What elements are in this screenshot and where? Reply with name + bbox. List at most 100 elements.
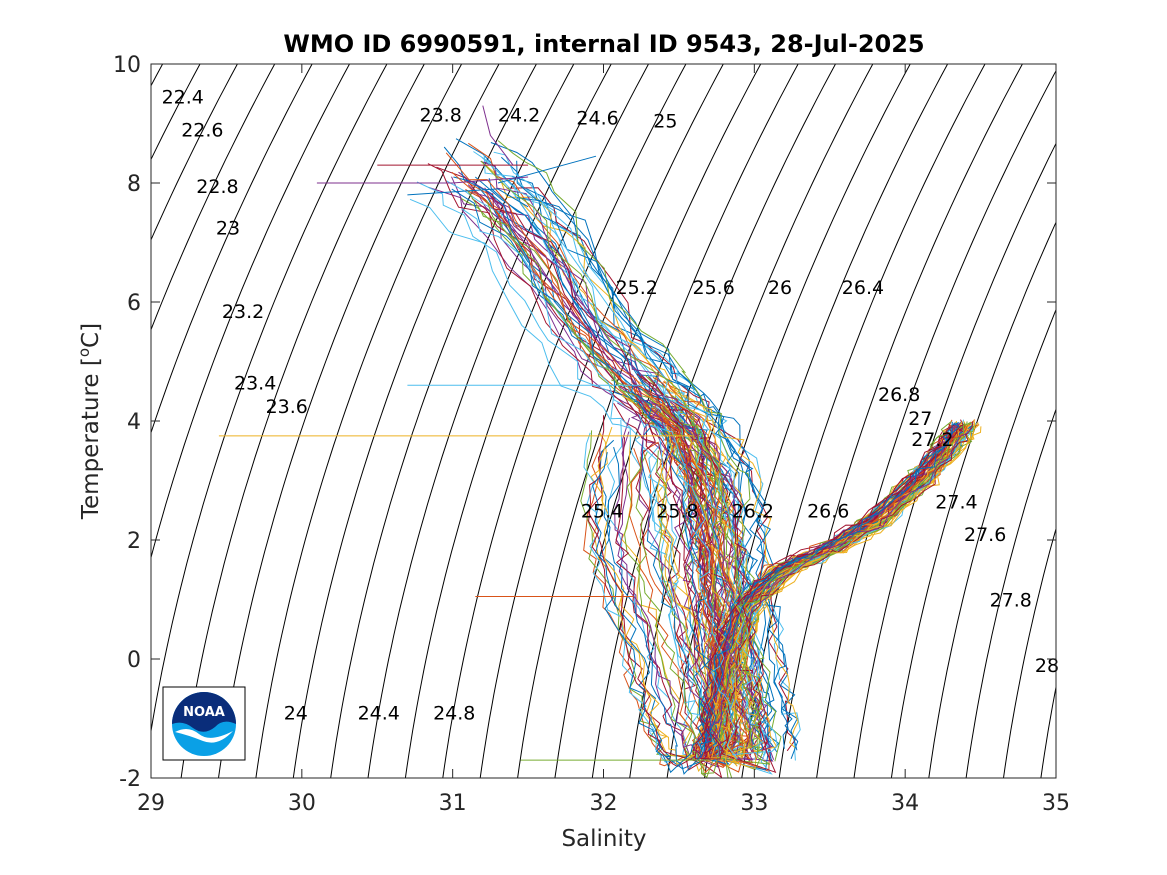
profile-line: [480, 160, 762, 749]
profile-line: [612, 393, 955, 760]
x-tick-label: 35: [1042, 791, 1070, 816]
profile-line: [638, 409, 972, 758]
contour-label: 25.2: [616, 277, 658, 299]
y-tick-label: 6: [127, 291, 141, 316]
profile-line: [409, 198, 702, 751]
profile-line: [497, 140, 782, 762]
noaa-logo-top: [172, 692, 236, 732]
profile-line: [514, 196, 799, 748]
x-axis-ticks: 29 30 31 32 33 34 35: [137, 64, 1070, 816]
contour-label: 23.8: [420, 105, 462, 127]
profile-line: [663, 386, 970, 761]
contour-label: 22.4: [162, 87, 204, 109]
profile-line: [516, 181, 801, 761]
contour-label: 25.4: [581, 500, 623, 522]
contour-label: 26.2: [732, 500, 774, 522]
profile-spike: [482, 105, 514, 166]
profile-line: [445, 152, 734, 758]
contour-label: 23.6: [266, 396, 308, 418]
contour-label: 23.4: [234, 372, 276, 394]
x-tick-label: 30: [288, 791, 316, 816]
contour-label: 28: [1035, 655, 1059, 677]
density-contour-24: [778, 64, 1023, 778]
profile-line: [656, 419, 976, 768]
profile-line: [461, 208, 738, 760]
contour-label: 26.4: [842, 277, 884, 299]
noaa-logo-text: NOAA: [183, 705, 225, 720]
y-axis-label-main: Temperature [: [78, 357, 104, 520]
x-tick-label: 34: [891, 791, 919, 816]
noaa-logo-wave: [175, 728, 233, 743]
y-tick-label: 8: [127, 172, 141, 197]
profile-line: [427, 163, 705, 755]
density-contour-6: [151, 64, 350, 560]
profile-spike: [407, 188, 529, 208]
contour-label: 26.8: [878, 384, 920, 406]
density-contour-14: [404, 64, 649, 778]
profile-line: [494, 200, 773, 751]
profile-line: [468, 142, 758, 760]
profile-line: [606, 423, 960, 775]
x-tick-label: 32: [590, 791, 618, 816]
profile-line: [428, 186, 720, 751]
contour-label: 24.8: [433, 703, 475, 725]
density-contour-16: [479, 64, 724, 778]
density-contour-labels: 22.4 22.6 22.8 23 23.2 23.423.6 23.8 24.2 24.6 25…: [162, 87, 1059, 725]
y-tick-label: 10: [113, 53, 141, 78]
contour-label: 23.2: [222, 301, 264, 323]
y-tick-label: -2: [119, 767, 141, 792]
x-axis-label: Salinity: [561, 826, 646, 852]
profile-line: [668, 409, 974, 774]
profile-spike: [316, 176, 529, 184]
profile-line: [416, 181, 698, 760]
contour-label: 27: [908, 408, 932, 430]
profile-line: [511, 175, 798, 751]
density-contour-23: [741, 64, 986, 778]
contour-label: 23: [216, 218, 240, 240]
y-axis-label-unit: C]: [78, 323, 104, 348]
contour-label: 22.6: [181, 120, 223, 142]
density-contour-11: [292, 64, 537, 778]
y-axis-label-degree: o: [75, 348, 93, 357]
y-tick-label: 4: [127, 410, 141, 435]
contour-label: 26: [768, 277, 792, 299]
density-contour-26: [853, 142, 1056, 778]
density-contour-25: [816, 69, 1056, 778]
contour-label: 26.6: [807, 500, 849, 522]
profile-lines: [218, 105, 982, 778]
profile-line: [635, 422, 972, 775]
contour-label: 24.6: [576, 108, 618, 130]
density-contour-27: [890, 221, 1056, 778]
contour-label: 27.8: [990, 590, 1032, 612]
density-contour-12: [330, 64, 575, 778]
profile-line: [443, 146, 716, 751]
contour-label: 25: [653, 111, 677, 133]
density-contour-28: [928, 308, 1056, 778]
contour-label: 24.2: [498, 105, 540, 127]
y-tick-label: 2: [127, 529, 141, 554]
x-tick-label: 29: [137, 791, 165, 816]
density-contour-3: [151, 64, 238, 242]
profile-line: [657, 424, 980, 767]
y-axis-label: Temperature [oC]: [75, 323, 104, 520]
density-contour-4: [151, 64, 276, 331]
contour-label: 27.6: [964, 524, 1006, 546]
y-tick-label: 0: [127, 648, 141, 673]
density-contour-15: [442, 64, 687, 778]
contour-label: 25.6: [693, 277, 735, 299]
contour-label: 24.4: [358, 703, 400, 725]
contour-label: 27.2: [911, 429, 953, 451]
chart-title: WMO ID 6990591, internal ID 9543, 28-Jul…: [283, 30, 924, 58]
noaa-logo: NOAA: [162, 686, 246, 761]
contour-label: 27.4: [935, 491, 977, 513]
contour-label: 25.8: [656, 500, 698, 522]
density-contour-30: [1003, 526, 1056, 778]
x-tick-label: 31: [439, 791, 467, 816]
contour-label: 22.8: [196, 176, 238, 198]
contour-label: 24: [284, 703, 308, 725]
profile-line: [516, 197, 799, 759]
profile-line: [506, 187, 797, 752]
x-tick-label: 33: [740, 791, 768, 816]
